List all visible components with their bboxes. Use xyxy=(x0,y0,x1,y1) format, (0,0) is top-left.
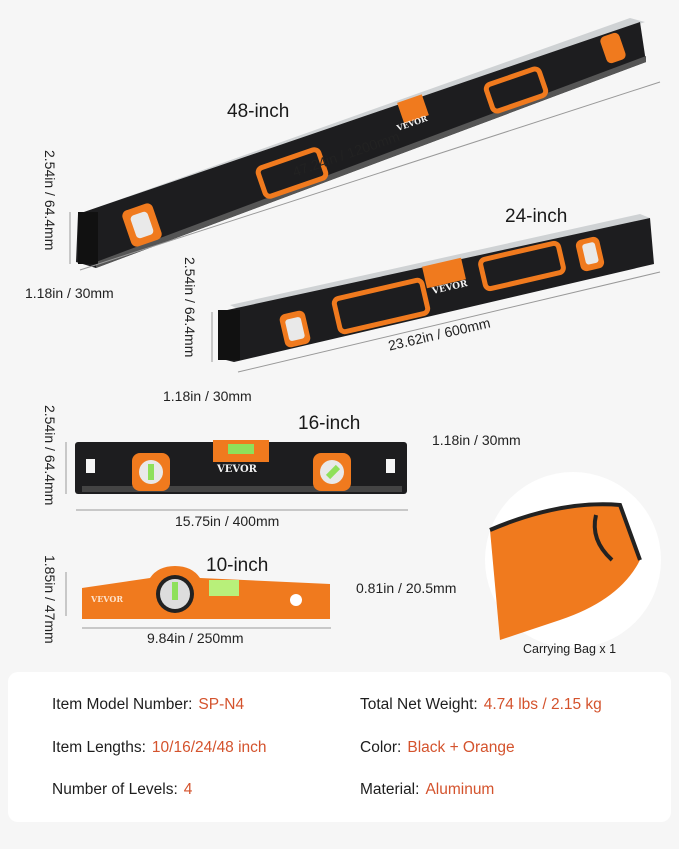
spec-label: Material: xyxy=(360,781,420,798)
spec-label: Total Net Weight: xyxy=(360,696,478,713)
height-label: 2.54in / 64.4mm xyxy=(182,257,198,358)
spec-value: 4.74 lbs / 2.15 kg xyxy=(483,696,602,713)
spec-value: Aluminum xyxy=(425,781,495,798)
spec-levels: Number of Levels: 4 xyxy=(52,781,192,799)
spec-material: Material: Aluminum xyxy=(360,781,494,799)
spec-color: Color: Black + Orange xyxy=(360,739,515,757)
spec-value: 10/16/24/48 inch xyxy=(151,739,267,756)
level-48-inch xyxy=(76,18,646,268)
level-10-inch xyxy=(82,566,330,619)
length-label: 9.84in / 250mm xyxy=(147,630,244,646)
depth-label: 1.18in / 30mm xyxy=(25,285,114,301)
depth-label: 1.18in / 30mm xyxy=(432,432,521,448)
dimension-line xyxy=(79,81,661,271)
level-title: 10-inch xyxy=(206,555,269,576)
spec-label: Item Lengths: xyxy=(52,739,146,756)
height-label: 1.85in / 47mm xyxy=(42,555,58,644)
spec-lengths: Item Lengths: 10/16/24/48 inch xyxy=(52,739,267,757)
brand-logo: VEVOR xyxy=(91,594,123,604)
spec-card: Item Model Number: SP-N4 Total Net Weight… xyxy=(8,672,671,822)
level-title: 48-inch xyxy=(227,101,290,122)
depth-label: 1.18in / 30mm xyxy=(163,388,252,404)
spec-value: Black + Orange xyxy=(407,739,515,756)
product-illustration xyxy=(65,18,661,648)
carrying-bag-image xyxy=(485,472,661,648)
bag-caption: Carrying Bag x 1 xyxy=(523,642,617,656)
level-title: 24-inch xyxy=(505,206,568,227)
spec-label: Color: xyxy=(360,739,402,756)
height-label: 2.54in / 64.4mm xyxy=(42,150,58,251)
depth-label: 0.81in / 20.5mm xyxy=(356,580,457,596)
spec-weight: Total Net Weight: 4.74 lbs / 2.15 kg xyxy=(360,696,602,714)
spec-value: 4 xyxy=(183,781,193,798)
spec-model: Item Model Number: SP-N4 xyxy=(52,696,244,714)
spec-label: Item Model Number: xyxy=(52,696,193,713)
length-label: 15.75in / 400mm xyxy=(175,513,280,529)
spec-value: SP-N4 xyxy=(198,696,245,713)
level-24-inch xyxy=(218,214,654,362)
level-title: 16-inch xyxy=(298,413,361,434)
brand-logo: VEVOR xyxy=(217,464,257,475)
spec-label: Number of Levels: xyxy=(52,781,178,798)
height-label: 2.54in / 64.4mm xyxy=(42,405,58,506)
level-16-inch xyxy=(75,440,407,494)
